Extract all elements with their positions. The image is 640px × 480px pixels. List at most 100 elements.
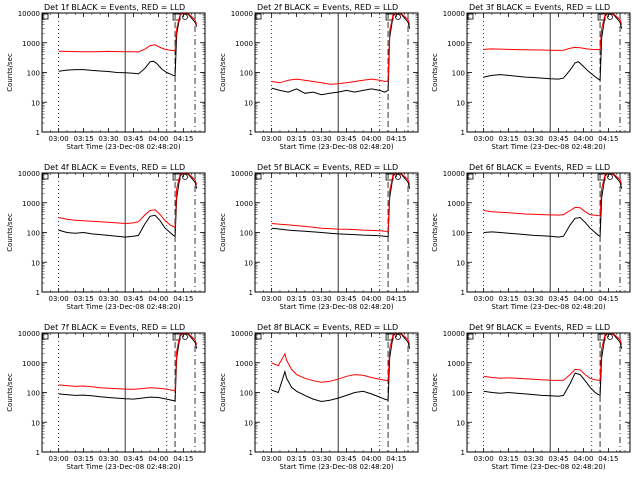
y-tick-label: 10 <box>31 419 40 427</box>
y-tick-label: 1 <box>36 449 40 457</box>
series-group <box>483 173 623 238</box>
x-tick-label: 04:00 <box>361 295 381 303</box>
y-tick-label: 1000 <box>447 360 465 368</box>
y-tick-label: 10000 <box>231 330 253 338</box>
x-tick-label: 04:00 <box>573 135 593 143</box>
panel-title: Det 3f BLACK = Events, RED = LLD <box>469 3 610 12</box>
y-axis-label: Counts/sec <box>6 53 14 92</box>
y-tick-label: 10 <box>31 99 40 107</box>
x-tick-label: 04:00 <box>573 455 593 463</box>
attenuator-circle-marker <box>182 174 188 180</box>
attenuator-circle-marker <box>395 14 401 20</box>
x-axis-label: Start Time (23-Dec-08 02:48:20) <box>66 303 180 311</box>
x-axis-label: Start Time (23-Dec-08 02:48:20) <box>279 303 393 311</box>
y-tick-label: 100 <box>452 70 465 78</box>
corner-box-marker <box>467 13 474 20</box>
panel-det-6: Det 6f BLACK = Events, RED = LLD Counts/s… <box>431 163 631 311</box>
x-tick-label: 03:00 <box>49 455 69 463</box>
series-group <box>483 333 623 397</box>
x-tick-label: 04:00 <box>573 295 593 303</box>
series-group <box>271 333 411 403</box>
y-tick-label: 10000 <box>18 170 40 178</box>
corner-box-marker <box>255 333 262 340</box>
series-line-lld <box>271 333 411 383</box>
x-tick-label: 03:45 <box>123 295 143 303</box>
panel-title: Det 6f BLACK = Events, RED = LLD <box>469 163 610 172</box>
x-tick-label: 04:15 <box>386 455 406 463</box>
x-tick-label: 03:15 <box>286 135 306 143</box>
series-line-lld <box>58 13 198 53</box>
y-tick-label: 1 <box>249 289 253 297</box>
y-tick-label: 100 <box>452 230 465 238</box>
y-axis-label: Counts/sec <box>6 213 14 252</box>
x-tick-label: 03:45 <box>548 135 568 143</box>
x-tick-label: 03:00 <box>262 135 282 143</box>
x-tick-label: 04:00 <box>361 135 381 143</box>
y-tick-label: 10 <box>244 99 253 107</box>
x-axis-label: Start Time (23-Dec-08 02:48:20) <box>66 463 180 471</box>
series-line-lld <box>483 173 623 217</box>
x-tick-label: 03:45 <box>336 295 356 303</box>
plot-frame <box>41 12 206 133</box>
x-axis-label: Start Time (23-Dec-08 02:48:20) <box>279 143 393 151</box>
y-tick-label: 10 <box>244 259 253 267</box>
y-tick-label: 10000 <box>231 170 253 178</box>
y-tick-label: 10 <box>244 419 253 427</box>
y-tick-label: 10000 <box>443 10 465 18</box>
x-tick-label: 03:45 <box>336 135 356 143</box>
attenuator-circle-marker <box>182 14 188 20</box>
y-tick-label: 1000 <box>22 200 40 208</box>
series-line-lld <box>271 13 411 85</box>
y-tick-label: 1000 <box>235 200 253 208</box>
x-tick-label: 03:45 <box>123 135 143 143</box>
x-tick-label: 03:00 <box>262 455 282 463</box>
attenuator-circle-marker <box>607 14 613 20</box>
series-line-events <box>271 333 411 403</box>
panel-det-4: Det 4f BLACK = Events, RED = LLD Counts/s… <box>6 163 206 311</box>
y-tick-label: 1 <box>461 289 465 297</box>
x-tick-label: 03:15 <box>73 295 93 303</box>
panel-det-5: Det 5f BLACK = Events, RED = LLD Counts/s… <box>219 163 419 311</box>
plot-frame <box>466 332 631 453</box>
x-tick-label: 04:15 <box>173 135 193 143</box>
y-tick-label: 100 <box>240 70 253 78</box>
y-tick-label: 1000 <box>447 200 465 208</box>
x-tick-label: 03:30 <box>98 135 118 143</box>
y-axis-label: Counts/sec <box>219 53 227 92</box>
x-axis-label: Start Time (23-Dec-08 02:48:20) <box>491 463 605 471</box>
panel-title: Det 7f BLACK = Events, RED = LLD <box>44 323 185 332</box>
y-tick-label: 10 <box>456 419 465 427</box>
y-tick-label: 1 <box>36 289 40 297</box>
panel-det-3: Det 3f BLACK = Events, RED = LLD Counts/s… <box>431 3 631 151</box>
corner-box-marker <box>42 13 49 20</box>
x-axis-label: Start Time (23-Dec-08 02:48:20) <box>491 143 605 151</box>
x-tick-label: 04:00 <box>361 455 381 463</box>
y-tick-label: 100 <box>240 390 253 398</box>
plot-frame <box>41 172 206 293</box>
y-axis-label: Counts/sec <box>431 53 439 92</box>
y-axis-label: Counts/sec <box>219 213 227 252</box>
x-tick-label: 04:15 <box>598 135 618 143</box>
x-tick-label: 03:00 <box>262 295 282 303</box>
y-tick-label: 1 <box>461 129 465 137</box>
panel-det-1: Det 1f BLACK = Events, RED = LLD Counts/s… <box>6 3 206 151</box>
x-tick-label: 03:30 <box>311 295 331 303</box>
panel-title: Det 8f BLACK = Events, RED = LLD <box>257 323 398 332</box>
series-line-events <box>271 13 411 96</box>
x-axis-label: Start Time (23-Dec-08 02:48:20) <box>491 303 605 311</box>
panel-det-8: Det 8f BLACK = Events, RED = LLD Counts/s… <box>219 323 419 471</box>
panel-title: Det 1f BLACK = Events, RED = LLD <box>44 3 185 12</box>
y-tick-label: 100 <box>240 230 253 238</box>
x-tick-label: 03:15 <box>73 455 93 463</box>
x-tick-label: 04:15 <box>598 295 618 303</box>
y-tick-label: 100 <box>27 390 40 398</box>
x-tick-label: 03:00 <box>49 135 69 143</box>
x-axis-label: Start Time (23-Dec-08 02:48:20) <box>66 143 180 151</box>
panel-det-9: Det 9f BLACK = Events, RED = LLD Counts/s… <box>431 323 631 471</box>
x-tick-label: 03:30 <box>523 455 543 463</box>
x-tick-label: 03:15 <box>498 295 518 303</box>
y-tick-label: 10 <box>456 99 465 107</box>
corner-box-marker <box>467 333 474 340</box>
y-axis-label: Counts/sec <box>431 213 439 252</box>
